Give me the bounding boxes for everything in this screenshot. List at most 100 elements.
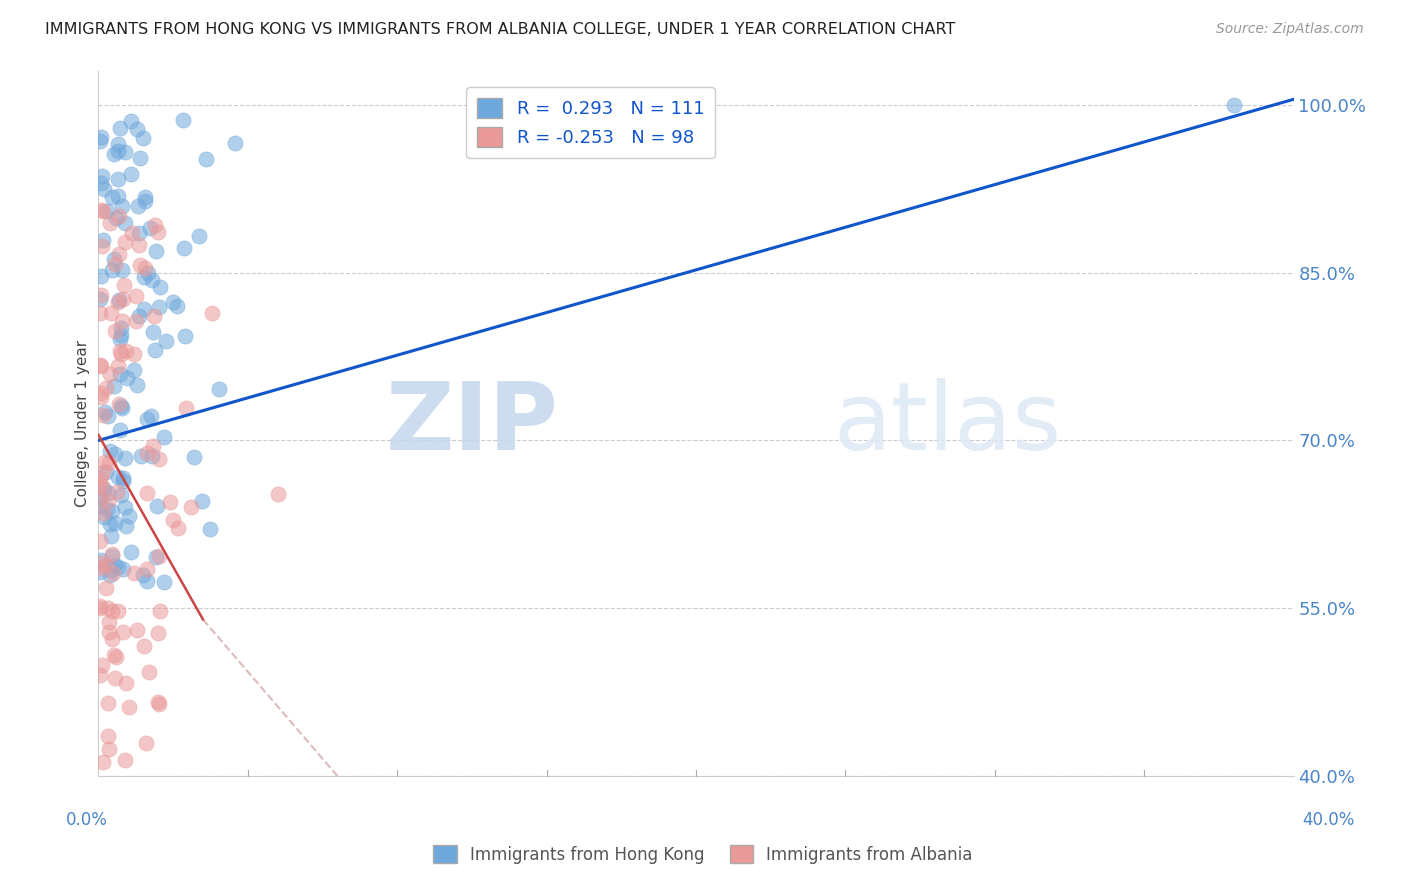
Point [183, 450, 205, 464]
Point [132, 640, 155, 654]
Point [148, 225, 170, 239]
Point [90, 556, 112, 570]
Point [101, 604, 124, 618]
Point [90, 480, 112, 494]
Point [90, 239, 112, 253]
Point [98, 443, 121, 458]
Point [166, 299, 188, 313]
Point [97, 600, 120, 615]
Point [149, 280, 172, 294]
Point [104, 447, 127, 461]
Point [96, 204, 118, 219]
Point [110, 423, 132, 437]
Point [143, 219, 166, 233]
Point [89, 477, 111, 491]
Point [118, 508, 141, 523]
Point [142, 309, 165, 323]
Point [112, 474, 135, 488]
Point [127, 199, 149, 213]
Point [91, 756, 114, 770]
Point [104, 558, 127, 572]
Point [128, 151, 150, 165]
Point [136, 267, 159, 281]
Point [149, 603, 172, 617]
Point [146, 500, 169, 514]
Point [94, 581, 117, 595]
Point [89, 358, 111, 372]
Point [138, 221, 160, 235]
Point [98, 742, 121, 756]
Point [142, 325, 165, 339]
Point [97, 409, 120, 424]
Text: Source: ZipAtlas.com: Source: ZipAtlas.com [1216, 22, 1364, 37]
Point [89, 471, 111, 485]
Point [145, 343, 167, 358]
Text: IMMIGRANTS FROM HONG KONG VS IMMIGRANTS FROM ALBANIA COLLEGE, UNDER 1 YEAR CORRE: IMMIGRANTS FROM HONG KONG VS IMMIGRANTS … [45, 22, 955, 37]
Point [103, 252, 125, 266]
Point [107, 359, 129, 374]
Point [120, 114, 142, 128]
Point [100, 367, 122, 381]
Point [104, 516, 127, 530]
Point [142, 439, 165, 453]
Point [114, 451, 136, 466]
Point [110, 343, 132, 358]
Point [134, 260, 156, 275]
Point [103, 648, 125, 663]
Point [114, 500, 136, 514]
Point [90, 390, 112, 404]
Point [98, 615, 121, 629]
Point [108, 246, 131, 260]
Point [100, 263, 122, 277]
Point [174, 401, 197, 416]
Point [94, 405, 117, 419]
Point [107, 188, 129, 202]
Point [89, 134, 111, 148]
Point [132, 270, 155, 285]
Point [139, 409, 162, 423]
Point [100, 548, 122, 562]
Point [191, 493, 214, 508]
Point [97, 697, 120, 711]
Point [125, 121, 148, 136]
Point [91, 506, 114, 520]
Point [98, 216, 121, 230]
Point [141, 449, 163, 463]
Point [90, 386, 112, 401]
Point [90, 169, 112, 183]
Point [114, 753, 136, 767]
Point [97, 486, 120, 500]
Point [97, 494, 120, 508]
Point [94, 558, 117, 573]
Point [105, 485, 128, 500]
Point [89, 534, 111, 549]
Point [141, 273, 163, 287]
Point [112, 470, 135, 484]
Point [90, 491, 112, 506]
Point [148, 452, 170, 467]
Point [127, 623, 149, 637]
Point [153, 430, 176, 444]
Point [90, 553, 112, 567]
Point [98, 568, 121, 582]
Point [89, 491, 111, 505]
Point [138, 665, 160, 680]
Point [104, 324, 127, 338]
Point [128, 238, 150, 252]
Point [110, 320, 132, 334]
Point [180, 500, 202, 515]
Point [108, 293, 131, 308]
Point [145, 244, 167, 259]
Point [136, 412, 159, 426]
Point [132, 131, 155, 145]
Point [125, 378, 148, 392]
Point [120, 167, 142, 181]
Point [90, 269, 112, 284]
Point [108, 367, 131, 381]
Point [110, 399, 132, 413]
Point [104, 211, 127, 226]
Point [167, 521, 190, 535]
Point [125, 289, 148, 303]
Point [93, 233, 115, 247]
Point [121, 227, 143, 241]
